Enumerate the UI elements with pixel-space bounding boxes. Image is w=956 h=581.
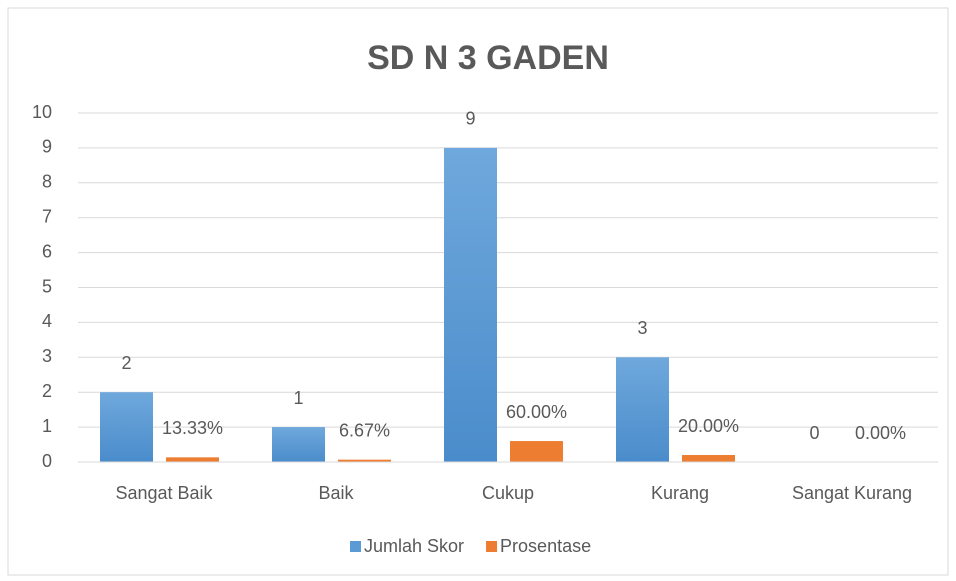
legend-label: Jumlah Skor [364, 536, 464, 556]
y-tick-label: 7 [42, 206, 52, 226]
y-tick-label: 8 [42, 172, 52, 192]
chart-title: SD N 3 GADEN [367, 39, 609, 77]
data-label: 6.67% [339, 420, 390, 440]
bar [100, 392, 153, 462]
data-label: 2 [121, 353, 131, 373]
x-tick-label: Cukup [482, 483, 534, 503]
y-tick-label: 2 [42, 381, 52, 401]
legend-label: Prosentase [500, 536, 591, 556]
bar [338, 459, 391, 462]
y-tick-label: 9 [42, 137, 52, 157]
y-tick-label: 6 [42, 241, 52, 261]
x-tick-label: Sangat Baik [115, 483, 213, 503]
y-tick-label: 0 [42, 451, 52, 471]
bar [166, 457, 219, 462]
legend-swatch [350, 541, 361, 552]
y-tick-label: 4 [42, 311, 52, 331]
data-label: 3 [637, 318, 647, 338]
data-label: 60.00% [506, 402, 567, 422]
data-label: 1 [293, 388, 303, 408]
data-label: 13.33% [162, 418, 223, 438]
x-tick-label: Sangat Kurang [792, 483, 912, 503]
y-tick-label: 10 [32, 102, 52, 122]
bar [444, 147, 497, 462]
y-tick-label: 3 [42, 346, 52, 366]
bar [510, 441, 563, 462]
bar [616, 357, 669, 462]
data-label: 0 [809, 423, 819, 443]
x-tick-label: Kurang [651, 483, 709, 503]
data-label: 20.00% [678, 416, 739, 436]
data-label: 0.00% [855, 423, 906, 443]
bar [272, 427, 325, 462]
legend-swatch [486, 541, 498, 552]
bar [682, 455, 735, 462]
y-tick-label: 1 [42, 416, 52, 436]
data-label: 9 [465, 109, 475, 129]
x-tick-label: Baik [318, 483, 354, 503]
y-tick-label: 5 [42, 276, 52, 296]
